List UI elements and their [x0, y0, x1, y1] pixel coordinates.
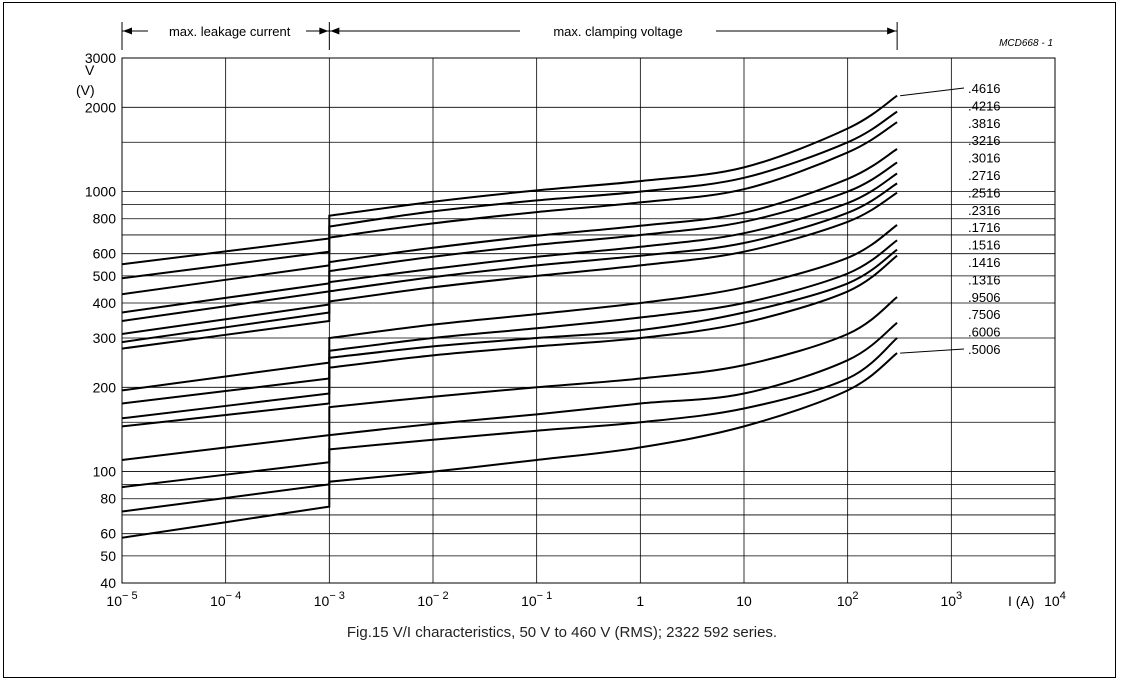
y-tick-label: 2000 — [85, 99, 116, 115]
y-tick-label: 40 — [100, 575, 116, 591]
series-line — [121, 191, 898, 350]
x-tick-exponent: − 2 — [433, 590, 449, 602]
x-tick-label: 103 — [940, 590, 962, 609]
clamping-region-label: max. clamping voltage — [553, 24, 682, 39]
x-tick-label: 10 — [736, 593, 752, 609]
x-tick-label: 10− 2 — [417, 590, 448, 609]
x-tick-base: 10 — [521, 593, 537, 609]
y-tick-label: 60 — [100, 526, 116, 542]
series-line — [121, 224, 898, 392]
y-tick-label: 400 — [93, 295, 117, 311]
series-line — [121, 148, 898, 314]
legend-leader — [900, 348, 965, 354]
x-tick-base: 1 — [636, 593, 644, 609]
series-line — [121, 248, 898, 420]
x-tick-label: 10− 1 — [521, 590, 552, 609]
legend-label: .1316 — [968, 272, 1001, 287]
x-tick-label: 10− 4 — [210, 590, 241, 609]
x-tick-base: 10 — [837, 593, 853, 609]
x-tick-label: 102 — [837, 590, 859, 609]
region-annotations: max. leakage current max. clamping voltag… — [121, 22, 1053, 50]
x-tick-label: 10− 3 — [314, 590, 345, 609]
y-tick-label: 200 — [93, 379, 117, 395]
plot-border — [121, 57, 1056, 584]
series-line — [121, 337, 898, 513]
legend-label: .9506 — [968, 290, 1001, 305]
x-axis-label: I (A) — [1008, 593, 1034, 609]
x-tick-exponent: − 3 — [329, 590, 345, 602]
legend-label: .7506 — [968, 307, 1001, 322]
figure-caption: Fig.15 V/I characteristics, 50 V to 460 … — [346, 624, 778, 641]
y-axis-label-symbol: V — [85, 62, 95, 78]
series-line — [121, 254, 898, 428]
x-tick-base: 10 — [314, 593, 330, 609]
x-tick-exponent: − 5 — [122, 590, 138, 602]
x-tick-exponent: − 1 — [537, 590, 553, 602]
region-arrowhead — [330, 27, 340, 35]
y-tick-label: 600 — [93, 246, 117, 262]
region-arrowhead — [887, 27, 897, 35]
x-tick-exponent: 3 — [956, 590, 962, 602]
legend-label: .4616 — [968, 81, 1001, 96]
y-tick-label: 1000 — [85, 184, 116, 200]
legend-label: .2516 — [968, 185, 1001, 200]
legend-label: .1416 — [968, 255, 1001, 270]
legend-label: .4216 — [968, 98, 1001, 113]
axes: 3000 2000 1000 800 600 500 400 300 200 100 80 60 50 4… — [76, 50, 1066, 609]
y-tick-label: 3000 — [85, 50, 116, 66]
grid — [121, 57, 1056, 584]
series-group — [121, 94, 898, 539]
x-tick-exponent: 4 — [1060, 590, 1066, 602]
x-tick-label: 104 — [1044, 590, 1066, 609]
legend-leader — [900, 87, 965, 97]
x-tick-label: 10− 5 — [106, 590, 137, 609]
legend-label: .3816 — [968, 116, 1001, 131]
x-tick-base: 10 — [940, 593, 956, 609]
x-tick-base: 10 — [210, 593, 226, 609]
region-arrowhead — [319, 27, 329, 35]
series-line — [121, 172, 898, 335]
series-line — [121, 110, 898, 280]
x-tick-base: 10 — [417, 593, 433, 609]
y-tick-label: 500 — [93, 268, 117, 284]
series-line — [121, 121, 898, 296]
series-line — [121, 296, 898, 461]
leakage-region-label: max. leakage current — [169, 24, 291, 39]
figure-frame — [3, 2, 1116, 678]
y-tick-label: 80 — [100, 491, 116, 507]
x-tick-exponent: − 4 — [226, 590, 242, 602]
legend-label: .3016 — [968, 151, 1001, 166]
legend-label: .3216 — [968, 133, 1001, 148]
x-tick-label: 1 — [636, 593, 644, 609]
legend-label: .2316 — [968, 203, 1001, 218]
x-tick-base: 10 — [106, 593, 122, 609]
legend-label: .1716 — [968, 220, 1001, 235]
figure-code: MCD668 - 1 — [999, 38, 1053, 49]
y-axis-label-unit: (V) — [76, 82, 95, 98]
region-arrowhead — [123, 27, 132, 35]
legend: .4616 .4216 .3816 .3216 .3016 .2716 .2516 .2316… — [900, 81, 1001, 357]
series-line — [121, 94, 898, 266]
legend-label: .2716 — [968, 168, 1001, 183]
series-line — [121, 161, 898, 322]
series-line — [121, 182, 898, 344]
x-tick-exponent: 2 — [852, 590, 858, 602]
series-line — [121, 352, 898, 539]
y-tick-label: 50 — [100, 548, 116, 564]
y-tick-label: 100 — [93, 464, 117, 480]
series-line — [121, 322, 898, 489]
series-line — [121, 239, 898, 405]
legend-label: .6006 — [968, 325, 1001, 340]
legend-label: .1516 — [968, 238, 1001, 253]
y-tick-label: 800 — [93, 211, 117, 227]
y-tick-label: 300 — [93, 330, 117, 346]
legend-label: .5006 — [968, 342, 1001, 357]
x-tick-base: 10 — [736, 593, 752, 609]
x-tick-base: 10 — [1044, 593, 1060, 609]
